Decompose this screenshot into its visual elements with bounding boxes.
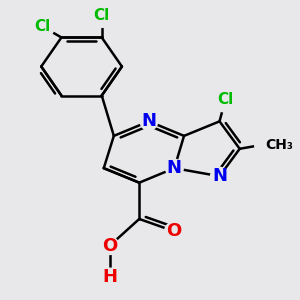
Circle shape bbox=[165, 222, 182, 240]
Text: CH₃: CH₃ bbox=[266, 138, 293, 152]
Circle shape bbox=[213, 88, 237, 112]
Text: N: N bbox=[167, 159, 182, 177]
Circle shape bbox=[211, 167, 228, 185]
Text: O: O bbox=[166, 222, 181, 240]
Text: N: N bbox=[212, 167, 227, 185]
Circle shape bbox=[30, 14, 54, 38]
Text: Cl: Cl bbox=[94, 8, 110, 23]
Text: O: O bbox=[102, 237, 117, 255]
Text: N: N bbox=[141, 112, 156, 130]
Text: H: H bbox=[102, 268, 117, 286]
Circle shape bbox=[166, 159, 183, 177]
Circle shape bbox=[90, 3, 114, 27]
Circle shape bbox=[140, 112, 158, 130]
Circle shape bbox=[101, 237, 119, 254]
Text: Cl: Cl bbox=[34, 19, 50, 34]
Circle shape bbox=[255, 133, 279, 157]
Circle shape bbox=[101, 268, 119, 286]
Text: Cl: Cl bbox=[217, 92, 233, 107]
